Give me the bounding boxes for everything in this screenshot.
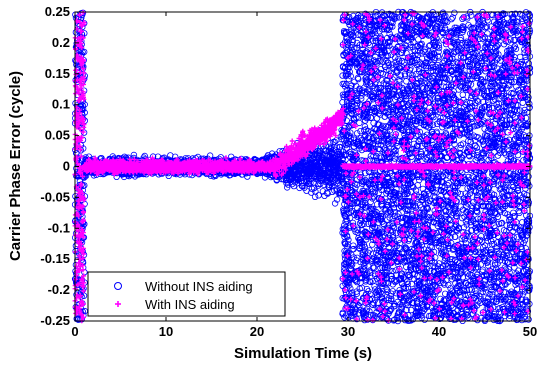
series-with-ins-points [72,10,533,324]
legend-label-with-ins: With INS aiding [145,297,235,312]
x-axis-label: Simulation Time (s) [234,345,372,362]
y-tick-label: -0.15 [40,251,70,266]
x-tick-label: 50 [523,324,537,339]
legend-marker-with-ins [115,301,121,307]
x-tick-label: 40 [432,324,446,339]
legend-label-without-ins: Without INS aiding [145,279,253,294]
x-axis: 0 10 20 30 40 50 [71,12,537,339]
legend-marker-without-ins [114,282,122,290]
y-axis-label: Carrier Phase Error (cycle) [7,71,24,261]
y-axis: -0.25 -0.2 -0.15 -0.1 -0.05 0 0.05 0.1 0.15 0.2 0.… [40,4,530,328]
legend-box [87,271,286,317]
y-tick-label: 0 [63,159,70,174]
y-tick-label: -0.05 [40,189,70,204]
y-tick-label: 0.2 [52,35,70,50]
legend: Without INS aiding With INS aiding [87,271,286,317]
y-tick-label: -0.25 [40,313,70,328]
x-tick-label: 20 [250,324,264,339]
y-tick-label: 0.25 [45,4,70,19]
x-tick-label: 10 [159,324,173,339]
y-tick-label: 0.1 [52,97,70,112]
data-points [71,8,534,325]
y-tick-label: 0.05 [45,128,70,143]
x-tick-label: 30 [341,324,355,339]
y-tick-label: -0.1 [48,220,70,235]
y-tick-label: 0.15 [45,66,70,81]
x-tick-label: 0 [71,324,78,339]
y-tick-label: -0.2 [48,282,70,297]
